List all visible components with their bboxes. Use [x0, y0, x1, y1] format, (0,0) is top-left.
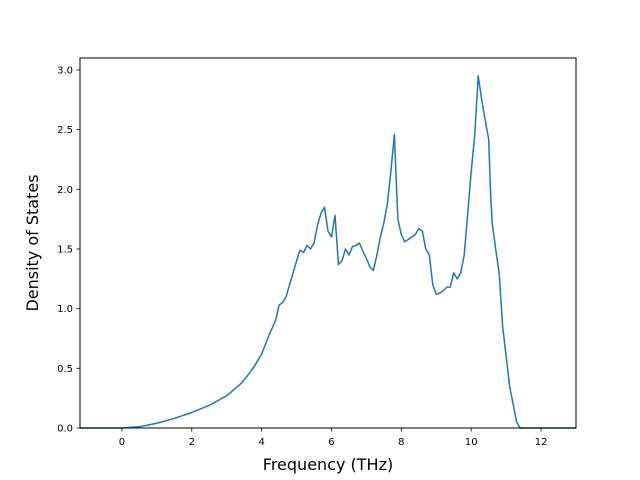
y-tick-label: 3.0	[57, 65, 73, 76]
x-tick-label: 4	[258, 437, 264, 448]
y-tick-label: 1.5	[57, 244, 73, 255]
x-axis-label: Frequency (THz)	[263, 455, 393, 474]
plot-background	[80, 58, 576, 428]
y-tick-label: 0.5	[57, 364, 73, 375]
y-tick-label: 2.5	[57, 125, 73, 136]
x-tick-label: 6	[328, 437, 334, 448]
x-ticks: 0 2 4 6 8 10 12	[119, 428, 548, 448]
y-tick-label: 0.0	[57, 424, 73, 435]
y-tick-label: 1.0	[57, 304, 73, 315]
x-tick-label: 0	[119, 437, 125, 448]
x-tick-label: 10	[465, 437, 478, 448]
series-line	[80, 75, 576, 429]
series-layer	[80, 75, 576, 429]
x-tick-label: 8	[398, 437, 404, 448]
plot-frame	[79, 57, 577, 429]
y-axis-label: Density of States	[23, 174, 42, 311]
y-tick-label: 2.0	[57, 185, 73, 196]
y-ticks: 0.0 0.5 1.0 1.5 2.0 2.5 3.0	[57, 65, 80, 435]
x-tick-label: 12	[535, 437, 548, 448]
x-tick-label: 2	[189, 437, 195, 448]
